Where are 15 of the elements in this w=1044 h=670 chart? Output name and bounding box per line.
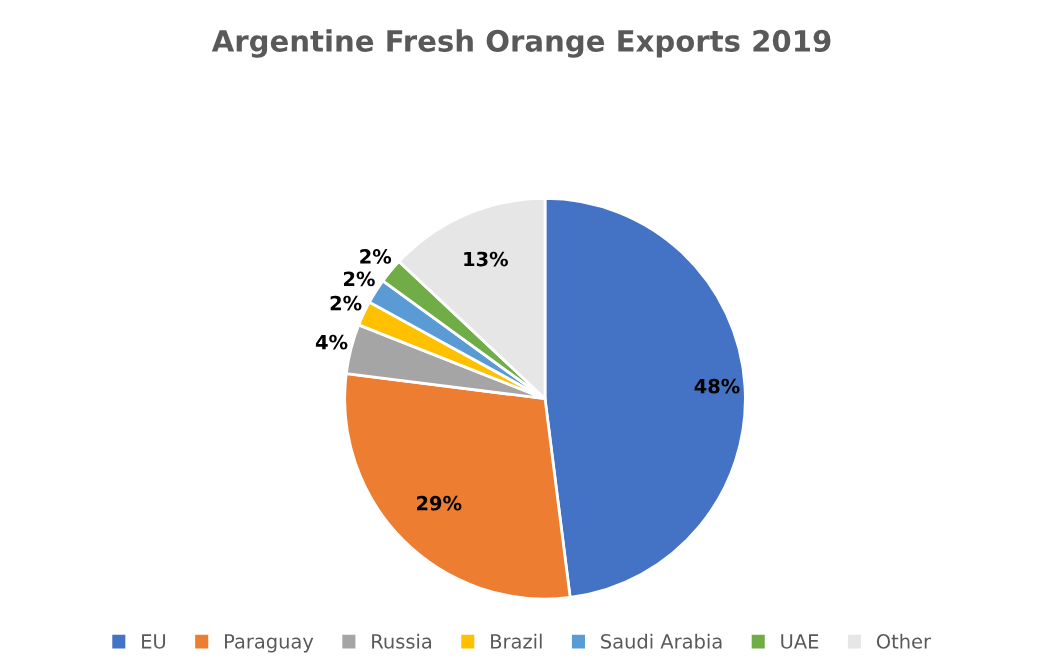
legend-label: Saudi Arabia bbox=[601, 633, 722, 649]
chart-title: Argentine Fresh Orange Exports 2019 bbox=[211, 29, 831, 58]
legend-label: Other bbox=[876, 633, 932, 649]
legend-label: Paraguay bbox=[225, 634, 314, 653]
legend-label: Russia bbox=[372, 633, 432, 649]
legend-label: UAE bbox=[781, 634, 819, 649]
data-label: 2% bbox=[343, 271, 375, 287]
legend-label: EU bbox=[142, 634, 166, 649]
data-label: 13% bbox=[464, 251, 508, 267]
legend-label: Brazil bbox=[491, 633, 542, 649]
data-label: 4% bbox=[315, 334, 348, 350]
data-label: 2% bbox=[360, 249, 392, 264]
data-label: 29% bbox=[417, 495, 462, 511]
data-label: 2% bbox=[330, 295, 362, 311]
data-label: 48% bbox=[694, 378, 740, 394]
